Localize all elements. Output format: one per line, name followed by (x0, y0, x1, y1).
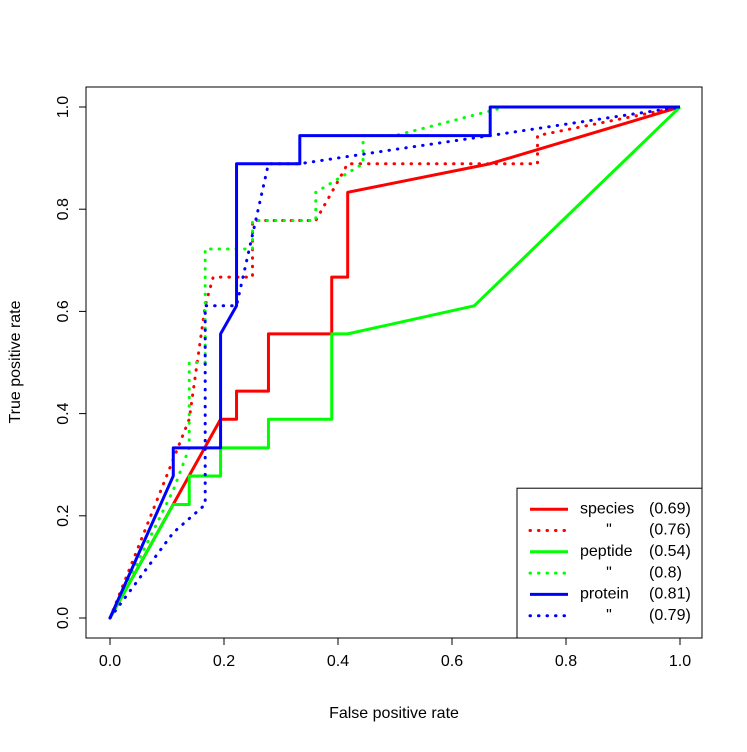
roc-line (108, 105, 682, 620)
roc-line (108, 105, 682, 619)
legend-auc: (0.69) (649, 500, 691, 517)
roc-line (108, 105, 681, 619)
legend-label: species (580, 500, 634, 517)
x-axis-label: False positive rate (329, 705, 459, 722)
legend-label: " (606, 522, 612, 539)
y-tick-label: 0.8 (55, 198, 72, 220)
x-tick-label: 0.6 (441, 653, 463, 670)
legend-auc: (0.76) (649, 522, 691, 539)
legend-auc: (0.8) (649, 564, 682, 581)
x-tick-label: 0.4 (327, 653, 349, 670)
legend-auc: (0.54) (649, 543, 691, 560)
legend-auc: (0.81) (649, 586, 691, 603)
y-axis-label: True positive rate (7, 300, 24, 423)
legend-box (516, 487, 703, 639)
legend-label: " (606, 564, 612, 581)
roc-line (108, 105, 680, 619)
y-tick-label: 0.6 (55, 300, 72, 322)
x-tick-label: 0.8 (555, 653, 577, 670)
legend-label: protein (580, 586, 629, 603)
x-tick-label: 0.2 (213, 653, 235, 670)
y-tick-label: 0.2 (55, 505, 72, 527)
x-tick-label: 0.0 (99, 653, 121, 670)
y-tick-label: 1.0 (55, 96, 72, 118)
legend-auc: (0.79) (649, 607, 691, 624)
y-tick-label: 0.0 (55, 607, 72, 629)
legend-label: " (606, 607, 612, 624)
x-tick-label: 1.0 (669, 653, 691, 670)
legend-label: peptide (580, 543, 633, 560)
y-tick-label: 0.4 (55, 402, 72, 424)
